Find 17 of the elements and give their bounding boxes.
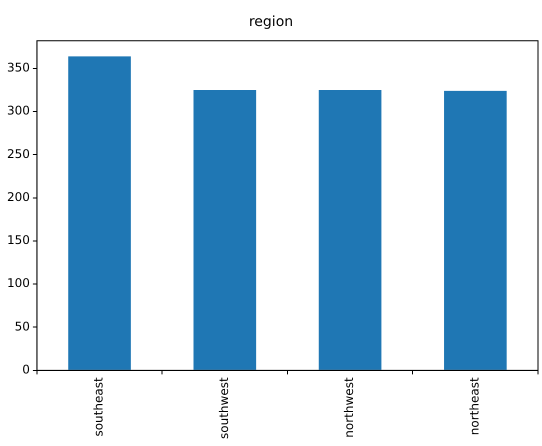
bar	[444, 90, 507, 370]
bar	[193, 90, 256, 370]
y-tick-label: 100	[7, 276, 30, 290]
y-tick-label: 300	[7, 104, 30, 118]
x-tick-label: northeast	[467, 377, 482, 436]
bar	[68, 56, 131, 370]
y-tick-label: 350	[7, 60, 30, 75]
chart-title: region	[248, 14, 294, 30]
y-tick-label: 250	[7, 146, 30, 161]
bar	[318, 90, 382, 370]
x-tick-label: southeast	[92, 377, 106, 437]
y-tick-label: 50	[14, 319, 30, 334]
x-tick-label: southwest	[216, 377, 231, 440]
y-tick-label: 0	[22, 362, 30, 376]
x-tick-label: northwest	[342, 377, 356, 438]
y-tick-label: 200	[7, 190, 30, 204]
y-tick-label: 150	[7, 233, 30, 248]
